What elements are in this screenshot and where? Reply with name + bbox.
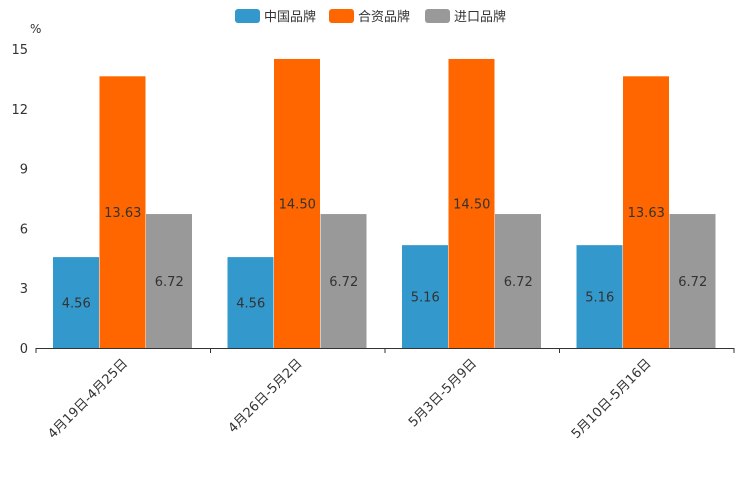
x-axis: 4月19日-4月25日 4月26日-5月2日 5月3日-5月9日 5月10日-5月16…	[35, 348, 735, 442]
bar	[448, 58, 495, 348]
legend-label: 合资品牌	[358, 9, 410, 25]
bar	[53, 257, 99, 348]
legend-label: 中国品牌	[264, 9, 316, 25]
data-label: 4.56	[62, 297, 91, 312]
y-tick-label: 3	[20, 282, 28, 297]
bar	[320, 214, 367, 348]
data-label: 6.72	[504, 275, 533, 290]
data-label: 13.63	[628, 206, 665, 221]
legend-swatch	[329, 9, 354, 23]
data-label: 4.56	[236, 297, 265, 312]
legend-swatch	[235, 9, 260, 23]
bar	[274, 58, 320, 348]
data-label: 6.72	[678, 275, 707, 290]
bar	[495, 214, 541, 348]
category-label: 4月19日-4月25日	[45, 356, 131, 442]
category-label: 5月3日-5月9日	[406, 356, 480, 430]
y-tick-label: 0	[20, 342, 28, 357]
category-label: 5月10日-5月16日	[569, 356, 655, 442]
bar	[623, 76, 669, 349]
legend-swatch	[425, 9, 450, 23]
y-tick-label: 15	[11, 43, 28, 58]
y-tick-label: 6	[20, 222, 28, 237]
bar	[402, 245, 448, 348]
y-tick-label: 9	[20, 163, 28, 178]
data-label: 5.16	[411, 291, 440, 306]
data-label: 6.72	[329, 275, 358, 290]
legend-label: 进口品牌	[454, 9, 506, 25]
data-label: 6.72	[155, 275, 184, 290]
data-label: 13.63	[104, 206, 141, 221]
legend: 中国品牌 合资品牌 进口品牌	[235, 9, 506, 25]
bar	[146, 214, 192, 348]
bar	[227, 257, 274, 348]
data-label: 5.16	[585, 291, 614, 306]
y-tick-label: 12	[11, 103, 28, 118]
data-label: 14.50	[453, 197, 490, 212]
category-label: 4月26日-5月2日	[226, 356, 306, 436]
bar	[669, 214, 716, 348]
y-axis-ticks: 0 3 6 9 12 15	[11, 43, 28, 357]
data-label: 14.50	[279, 197, 316, 212]
bar	[576, 245, 623, 348]
y-axis-unit: %	[30, 22, 41, 36]
bars: 4.56 13.63 6.72 4.56 14.50 6.72 5.16 14.50 6.72 5…	[53, 58, 716, 349]
bar	[99, 76, 146, 349]
